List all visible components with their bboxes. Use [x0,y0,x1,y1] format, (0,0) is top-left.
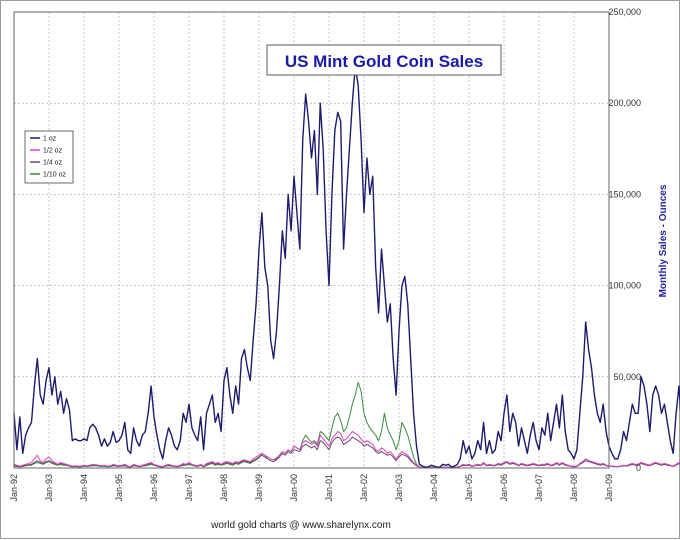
y-axis-label: Monthly Sales - Ounces [658,184,669,297]
y-tick-label: 100,000 [608,281,641,291]
x-tick-label: Jan-93 [44,474,54,502]
x-tick-label: Jan-97 [184,474,194,502]
x-tick-label: Jan-04 [429,474,439,502]
title-box-border [266,44,502,76]
title-box: US Mint Gold Coin Sales [266,44,502,76]
series-line [13,66,680,468]
legend-label: 1 oz [43,136,57,143]
chart-title: US Mint Gold Coin Sales [285,52,483,71]
x-tick-label: Jan-01 [324,474,334,502]
x-tick-label: Jan-92 [9,474,19,502]
legend: 1 oz 1/2 oz 1/4 oz 1/10 oz [24,130,74,184]
y-tick-label: 250,000 [608,7,641,17]
x-tick-label: Jan-05 [464,474,474,502]
x-tick-label: Jan-08 [569,474,579,502]
x-tick-label: Jan-02 [359,474,369,502]
legend-label: 1/2 oz [43,148,63,155]
y-tick-label: 150,000 [608,189,641,199]
x-tick-label: Jan-09 [604,474,614,502]
x-tick-label: Jan-95 [114,474,124,502]
legend-box [24,130,74,184]
x-tick-label: Jan-07 [534,474,544,502]
x-tick-label: Jan-03 [394,474,404,502]
x-tick-label: Jan-98 [219,474,229,502]
legend-label: 1/10 oz [43,172,66,179]
axes: Jan-92 Jan-93 Jan-94 Jan-95 Jan-96 Jan-97 Jan-… [9,7,641,502]
x-tick-label: Jan-94 [79,474,89,502]
series-line [13,431,680,469]
y-tick-label: 50,000 [613,372,641,382]
legend-label: 1/4 oz [43,160,63,167]
y-tick-label: 0 [636,463,641,473]
x-tick-label: Jan-00 [289,474,299,502]
x-tick-label: Jan-99 [254,474,264,502]
series-line [13,381,680,469]
chart-credit: world gold charts @ www.sharelynx.com [210,520,391,531]
y-tick-label: 200,000 [608,98,641,108]
series-layer [13,66,680,469]
plot-border [13,11,610,469]
grid [14,12,610,468]
x-tick-label: Jan-06 [499,474,509,502]
x-tick-label: Jan-96 [149,474,159,502]
